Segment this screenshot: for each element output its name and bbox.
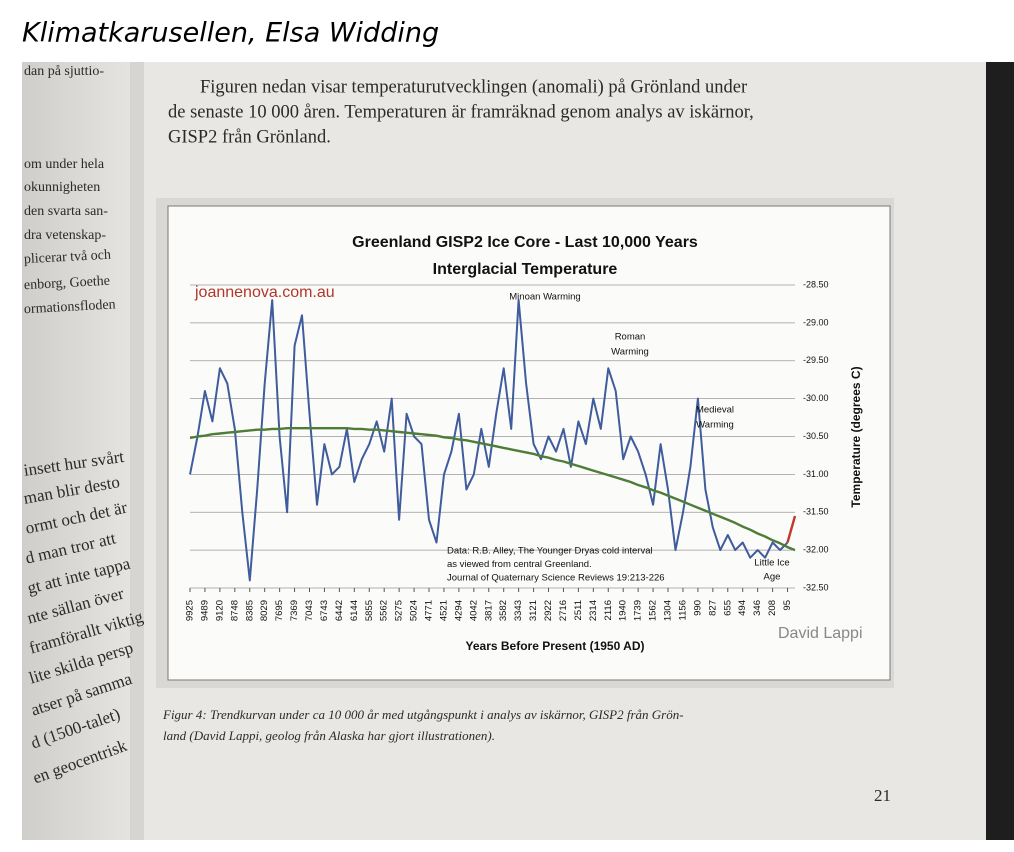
x-tick-label: 494 — [737, 600, 748, 616]
x-tick-label: 3121 — [528, 600, 539, 621]
x-tick-label: 346 — [752, 600, 763, 616]
margin-line: dan på sjuttio- — [24, 64, 104, 79]
y-tick-label: -31.50 — [803, 507, 829, 517]
x-tick-label: 3582 — [498, 600, 509, 621]
x-tick-label: 1739 — [633, 600, 644, 621]
header-title: Klimatkarusellen, Elsa Widding — [22, 18, 439, 49]
x-tick-label: 9489 — [199, 600, 210, 621]
x-tick-label: 1562 — [648, 600, 659, 621]
x-tick-label: 9925 — [185, 600, 196, 621]
x-tick-label: 7369 — [289, 600, 300, 621]
margin-line: om under hela — [24, 157, 105, 172]
x-tick-label: 2511 — [573, 600, 584, 620]
x-tick-label: 1940 — [618, 600, 629, 621]
margin-line: ormationsfloden — [24, 297, 116, 317]
y-tick-label: -31.00 — [803, 469, 829, 479]
chart-subtitle: Interglacial Temperature — [433, 261, 618, 278]
paragraph-line: Figuren nedan visar temperaturutveckling… — [200, 77, 747, 97]
margin-line: plicerar två och — [24, 248, 112, 268]
x-tick-label: 2716 — [558, 600, 569, 621]
x-tick-label: 9120 — [214, 600, 225, 621]
x-tick-label: 827 — [707, 600, 718, 616]
series-line — [189, 299, 789, 582]
x-tick-label: 6144 — [349, 600, 360, 621]
annotation: Journal of Quaternary Science Reviews 19… — [447, 573, 665, 584]
annotation: Minoan Warming — [509, 292, 580, 303]
annotation: Age — [764, 572, 781, 583]
x-tick-label: 4521 — [438, 600, 449, 621]
y-tick-label: -30.00 — [803, 393, 829, 403]
margin-line: den svarta san- — [24, 204, 108, 219]
margin-line: enborg, Goethe — [24, 274, 111, 293]
margin-line: okunnigheten — [24, 180, 100, 195]
series-line — [786, 515, 797, 543]
x-tick-label: 5855 — [364, 600, 375, 621]
x-tick-label: 5275 — [394, 600, 405, 621]
annotation: Warming — [611, 347, 649, 358]
x-tick-label: 5024 — [409, 600, 420, 621]
annotation: Little Ice — [754, 558, 789, 569]
book-edge — [986, 62, 1014, 840]
watermark: joannenova.com.au — [194, 284, 335, 301]
annotation: Medieval — [696, 405, 734, 416]
x-tick-label: 4042 — [468, 600, 479, 621]
series-line — [189, 427, 796, 552]
x-tick-label: 208 — [767, 600, 778, 616]
x-tick-label: 7695 — [274, 600, 285, 621]
x-tick-label: 4771 — [424, 600, 435, 621]
caption-line: Figur 4: Trendkurvan under ca 10 000 år … — [162, 707, 684, 722]
x-tick-label: 990 — [692, 600, 703, 616]
x-tick-label: 2116 — [603, 600, 614, 620]
margin-line: dra vetenskap- — [24, 228, 106, 243]
annotation: as viewed from central Greenland. — [447, 559, 592, 570]
x-tick-label: 5562 — [379, 600, 390, 621]
annotation: Data: R.B. Alley, The Younger Dryas cold… — [447, 546, 653, 557]
annotation: Roman — [615, 332, 646, 343]
chart-title: Greenland GISP2 Ice Core - Last 10,000 Y… — [352, 234, 698, 251]
x-tick-label: 2922 — [543, 600, 554, 621]
x-tick-label: 655 — [722, 600, 733, 616]
x-tick-label: 3343 — [513, 600, 524, 621]
x-tick-label: 95 — [782, 600, 793, 611]
x-tick-label: 1156 — [677, 600, 688, 620]
left-page — [22, 62, 137, 840]
y-axis-label: Temperature (degrees C) — [849, 366, 863, 507]
caption-line: land (David Lappi, geolog från Alaska ha… — [163, 728, 495, 743]
x-tick-label: 4294 — [453, 600, 464, 621]
chart: Greenland GISP2 Ice Core - Last 10,000 Y… — [185, 234, 864, 653]
x-tick-label: 6442 — [334, 600, 345, 621]
x-axis-label: Years Before Present (1950 AD) — [466, 639, 645, 653]
x-tick-label: 2314 — [588, 600, 599, 621]
annotation: Warming — [696, 420, 734, 431]
x-tick-label: 6743 — [319, 600, 330, 621]
paragraph-line: de senaste 10 000 åren. Temperaturen är … — [168, 102, 754, 122]
paragraph-line: GISP2 från Grönland. — [168, 127, 331, 147]
x-tick-label: 1304 — [663, 600, 674, 621]
x-tick-label: 3817 — [483, 600, 494, 621]
x-tick-label: 8385 — [244, 600, 255, 621]
y-tick-label: -28.50 — [803, 279, 829, 289]
y-tick-label: -30.50 — [803, 431, 829, 441]
credit: David Lappi — [778, 625, 863, 642]
x-tick-label: 8029 — [259, 600, 270, 621]
y-tick-label: -29.00 — [803, 317, 829, 327]
x-tick-label: 8748 — [229, 600, 240, 621]
y-tick-label: -32.50 — [803, 582, 829, 592]
x-tick-label: 7043 — [304, 600, 315, 621]
page-number: 21 — [874, 786, 891, 805]
y-tick-label: -29.50 — [803, 355, 829, 365]
gutter — [130, 62, 144, 840]
y-tick-label: -32.00 — [803, 545, 829, 555]
